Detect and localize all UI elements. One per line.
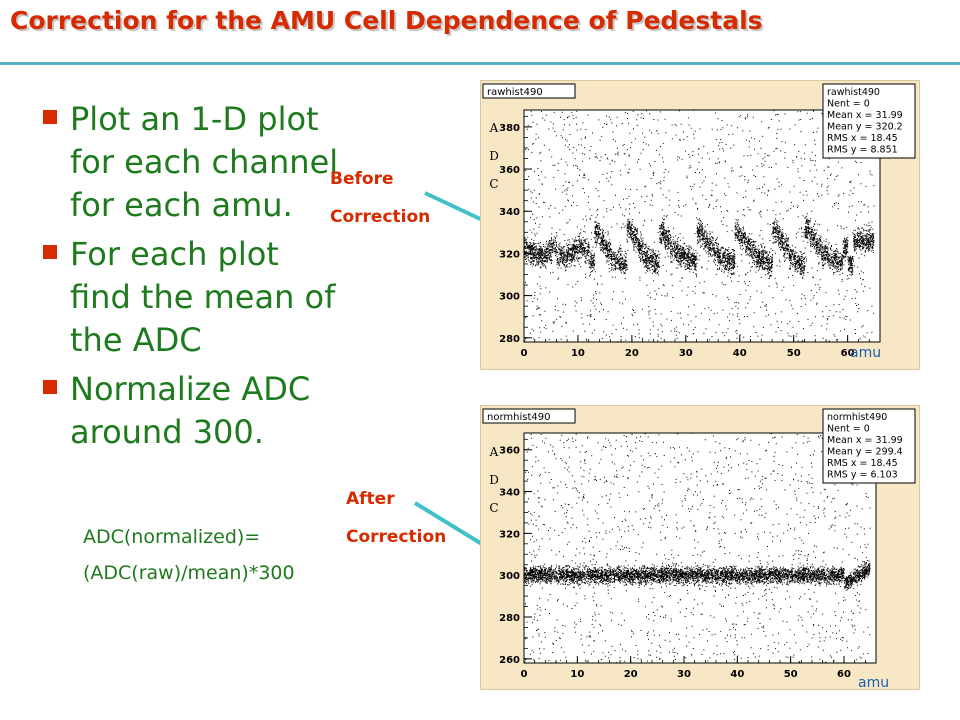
title-underline <box>0 62 960 65</box>
y-tick-label: 320 <box>499 249 520 260</box>
axes: 0 10 20 30 40 50 60 280 300 320 340 360 380 <box>499 115 881 359</box>
y-tick-label: 300 <box>499 571 520 582</box>
bullet-text: Normalize ADC around 300. <box>70 370 311 451</box>
x-tick-label: 60 <box>837 669 851 680</box>
slide-title: Correction for the AMU Cell Dependence o… <box>10 6 763 35</box>
scatter-points <box>524 109 875 343</box>
data-points <box>524 432 871 664</box>
y-tick-label: 320 <box>499 529 520 540</box>
y-tick-label: 280 <box>499 613 520 624</box>
x-tick-label: 20 <box>624 669 638 680</box>
x-tick-label: 0 <box>521 669 528 680</box>
stats-line: Nent = 0 <box>827 99 870 110</box>
annotation-line: After <box>346 489 395 509</box>
y-tick-label: 340 <box>499 488 520 499</box>
chart-title: normhist490 <box>487 412 550 423</box>
axes: 0 10 20 30 40 50 60 260 280 300 320 340 360 <box>499 438 877 680</box>
x-tick-label: 30 <box>679 348 693 359</box>
bullet-text: For each plot find the mean of the ADC <box>70 235 336 359</box>
scatter-points <box>524 432 871 664</box>
normalization-formula: ADC(normalized)= (ADC(raw)/mean)*300 <box>83 519 295 591</box>
raw-histogram-chart: rawhist490 0 10 20 30 40 50 60 280 300 320 340 360 38… <box>482 83 916 359</box>
chart-title-box: normhist490 <box>482 408 576 424</box>
y-tick-label: 340 <box>499 207 520 218</box>
x-axis-label: amu <box>850 345 882 361</box>
y-tick-label: 300 <box>499 292 520 303</box>
plot-frame <box>523 432 877 664</box>
square-bullet-icon <box>43 380 57 394</box>
y-tick-label: 360 <box>499 446 520 457</box>
raw-histogram-panel: rawhist490 0 10 20 30 40 50 60 280 300 320 340 360 38… <box>480 80 920 370</box>
x-tick-label: 40 <box>733 348 747 359</box>
before-correction-label: Before Correction <box>330 160 430 236</box>
square-bullet-icon <box>43 245 57 259</box>
chart-title-box: rawhist490 <box>482 83 576 99</box>
annotation-line: Correction <box>330 207 431 227</box>
normalized-histogram-chart: normhist490 0 10 20 30 40 50 60 260 280 300 320 340 3… <box>482 408 916 680</box>
formula-line: ADC(normalized)= <box>83 526 261 548</box>
x-axis-label: amu <box>858 675 890 691</box>
bullet-item: Plot an 1-D plot for each channel for ea… <box>40 98 340 227</box>
stats-line: rawhist490 <box>827 87 880 98</box>
y-tick-label: 360 <box>499 165 520 176</box>
bullet-item: Normalize ADC around 300. <box>40 368 340 454</box>
stats-line: Mean x = 31.99 <box>827 435 903 446</box>
formula-line: (ADC(raw)/mean)*300 <box>83 562 295 584</box>
stats-line: RMS y = 8.851 <box>827 145 898 156</box>
x-tick-label: 10 <box>571 348 585 359</box>
stats-line: RMS x = 18.45 <box>827 133 898 144</box>
annotation-line: Correction <box>346 527 447 547</box>
data-points <box>524 109 875 343</box>
bullet-text: Plot an 1-D plot for each channel for ea… <box>70 100 339 224</box>
bullet-item: For each plot find the mean of the ADC <box>40 233 340 362</box>
x-tick-label: 50 <box>784 669 798 680</box>
x-tick-label: 60 <box>841 348 855 359</box>
stats-line: Nent = 0 <box>827 424 870 435</box>
x-tick-label: 10 <box>570 669 584 680</box>
stats-line: Mean x = 31.99 <box>827 110 903 121</box>
normalized-histogram-panel: normhist490 0 10 20 30 40 50 60 260 280 300 320 340 3… <box>480 405 920 690</box>
y-tick-label: 280 <box>499 334 520 345</box>
x-tick-label: 40 <box>730 669 744 680</box>
stats-line: normhist490 <box>827 412 887 423</box>
chart-title: rawhist490 <box>487 87 543 98</box>
y-tick-label: 260 <box>499 655 520 666</box>
bullet-list: Plot an 1-D plot for each channel for ea… <box>40 98 340 460</box>
x-tick-label: 0 <box>521 348 528 359</box>
stats-line: Mean y = 299.4 <box>827 447 903 458</box>
after-correction-label: After Correction <box>346 480 446 556</box>
x-tick-label: 50 <box>787 348 801 359</box>
stats-line: Mean y = 320.2 <box>827 122 903 133</box>
x-tick-label: 20 <box>625 348 639 359</box>
stats-line: RMS x = 18.45 <box>827 458 898 469</box>
square-bullet-icon <box>43 110 57 124</box>
annotation-line: Before <box>330 169 394 189</box>
plot-frame <box>523 109 881 343</box>
y-tick-label: 380 <box>499 123 520 134</box>
x-tick-label: 30 <box>677 669 691 680</box>
stats-line: RMS y = 6.103 <box>827 470 898 481</box>
